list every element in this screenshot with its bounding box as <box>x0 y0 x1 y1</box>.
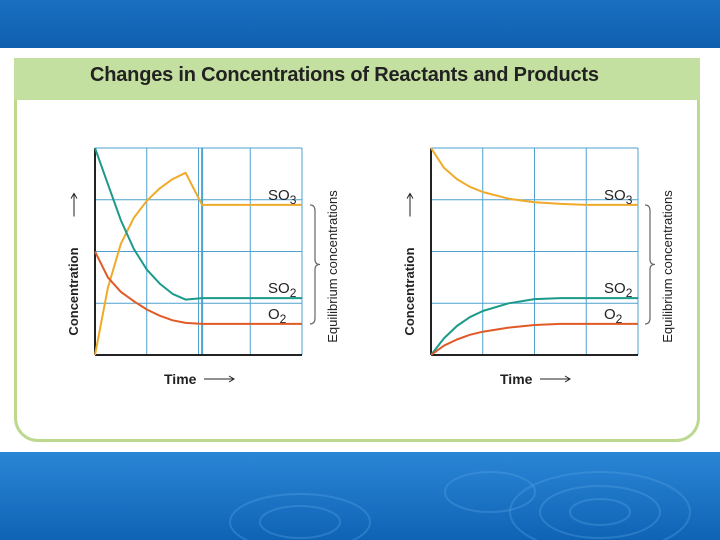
equilibrium-side-label: Equilibrium concentrations <box>660 190 675 343</box>
equilibrium-bracket <box>644 204 656 325</box>
series-label-so3: SO3 <box>268 187 297 207</box>
series-label-so3: SO3 <box>604 187 633 207</box>
content-panel <box>14 58 700 442</box>
series-line-o2 <box>430 322 638 356</box>
series-label-so2: SO2 <box>268 280 297 300</box>
x-axis-title: Time <box>500 371 533 387</box>
series-label-o2: O2 <box>268 306 287 326</box>
equilibrium-bracket <box>309 204 321 325</box>
slide-title: Changes in Concentrations of Reactants a… <box>90 64 599 86</box>
series-label-o2: O2 <box>604 306 623 326</box>
y-axis-arrowhead <box>70 192 78 199</box>
ripple-decoration <box>229 471 691 540</box>
series-line-so2 <box>94 147 302 301</box>
series-line-so3 <box>430 147 638 206</box>
series-label-so2: SO2 <box>604 280 633 300</box>
series-line-so3 <box>94 171 302 356</box>
title-bar <box>14 58 700 100</box>
chart-2: SO3 SO2 O2 Concentration Time Equilibrium con… <box>402 147 675 387</box>
slide-header-band <box>0 0 720 48</box>
x-axis-title: Time <box>164 371 197 387</box>
series-line-o2 <box>94 251 302 325</box>
y-axis-arrowhead <box>406 192 414 199</box>
y-axis-title: Concentration <box>402 247 417 335</box>
x-axis-arrowhead <box>564 375 571 383</box>
x-axis-arrowhead <box>228 375 235 383</box>
chart-1: SO3 SO2 O2 Concentration Time Equilibrium con… <box>66 147 340 387</box>
equilibrium-side-label: Equilibrium concentrations <box>325 190 340 343</box>
y-axis-title: Concentration <box>66 247 81 335</box>
slide-footer-band <box>0 452 720 540</box>
series-line-so2 <box>430 297 638 356</box>
